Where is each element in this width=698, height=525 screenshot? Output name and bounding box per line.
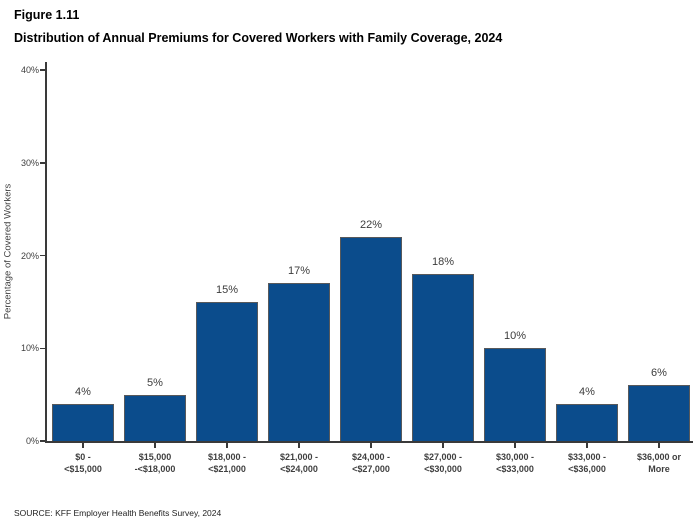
x-axis-tick <box>154 443 156 448</box>
y-axis-tick-label: 0% <box>25 436 39 446</box>
bar <box>340 237 402 441</box>
bar <box>484 348 546 441</box>
x-axis-tick <box>82 443 84 448</box>
x-axis-category-label: $0 - <$15,000 <box>64 452 102 474</box>
x-axis-category-label: $15,000 -<$18,000 <box>134 452 176 474</box>
y-axis-tick-label: 20% <box>20 250 39 261</box>
y-axis-tick-label: 10% <box>20 343 39 354</box>
x-axis-category-label: $36,000 or More <box>636 452 682 474</box>
y-axis-tick <box>40 254 45 257</box>
figure-number: Figure 1.11 <box>14 8 80 22</box>
bar <box>268 283 330 441</box>
bar-value-label: 4% <box>579 385 595 398</box>
bar-value-label: 5% <box>147 376 163 389</box>
y-axis-tick <box>40 162 45 164</box>
bar <box>412 274 474 441</box>
x-axis-tick <box>298 443 300 448</box>
y-axis-tick-label: 40% <box>20 65 39 76</box>
y-axis-tick <box>40 69 45 71</box>
bar <box>628 385 690 441</box>
bar-value-label: 15% <box>215 283 239 296</box>
x-axis-category-label: $30,000 - <$33,000 <box>495 452 535 474</box>
bar-value-label: 17% <box>287 265 311 278</box>
bar-value-label: 10% <box>503 330 527 343</box>
x-axis-tick <box>442 443 444 448</box>
x-axis-tick <box>586 443 588 448</box>
x-axis-category-label: $21,000 - <$24,000 <box>279 452 319 474</box>
bar-chart-plot-area: 0% 10% 20% 30% 40% 4% $0 - <$15,000 5% $15,000 -<$… <box>21 62 693 474</box>
bar <box>556 403 618 441</box>
x-axis-category-label: $24,000 - <$27,000 <box>351 452 391 474</box>
x-axis-category-label: $27,000 - <$30,000 <box>423 452 463 474</box>
bar-value-label: 4% <box>75 385 91 398</box>
source-note: SOURCE: KFF Employer Health Benefits Sur… <box>14 508 222 518</box>
x-axis-tick <box>658 443 660 448</box>
y-axis-tick-label: 30% <box>20 157 39 168</box>
bar <box>52 403 114 441</box>
bar <box>124 394 186 441</box>
bar-value-label: 6% <box>651 367 667 380</box>
x-axis-category-label: $33,000 - <$36,000 <box>567 452 607 474</box>
x-axis-tick <box>370 443 372 448</box>
x-axis-tick <box>514 443 516 448</box>
x-axis-tick <box>226 443 228 448</box>
bar-value-label: 18% <box>431 256 455 269</box>
y-axis-tick <box>40 440 45 442</box>
bar <box>196 301 258 441</box>
y-axis-tick <box>40 347 45 350</box>
page-title: Distribution of Annual Premiums for Cove… <box>14 31 503 45</box>
bar-value-label: 22% <box>359 219 383 232</box>
x-axis-category-label: $18,000 - <$21,000 <box>207 452 247 474</box>
